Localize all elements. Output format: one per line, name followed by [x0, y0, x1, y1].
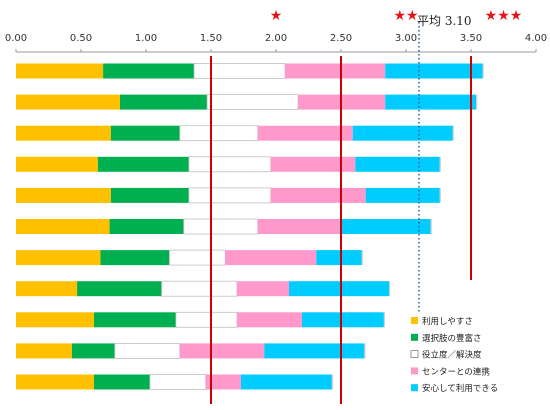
- bar-segment: [289, 281, 390, 297]
- bar-segment: [225, 250, 317, 266]
- bar-segment: [183, 218, 259, 235]
- legend-swatch: [411, 317, 418, 324]
- rating-star: ★★: [393, 8, 418, 24]
- bar-segment: [16, 187, 111, 203]
- bar-segment: [97, 156, 189, 172]
- bar-segment: [385, 94, 477, 110]
- bar-segment: [285, 63, 386, 79]
- bar-segment: [77, 281, 162, 297]
- bar-segment: [193, 63, 286, 79]
- bar-segment: [16, 156, 98, 172]
- bar-segment: [71, 343, 115, 359]
- rating-star: ★★★: [485, 8, 523, 24]
- bar-segment: [94, 374, 150, 390]
- bar-segment: [109, 219, 184, 234]
- bar-segment: [188, 187, 272, 204]
- bar-segment: [179, 343, 265, 359]
- bars: [16, 63, 484, 390]
- bar-segment: [16, 125, 111, 141]
- bar-segment: [168, 249, 226, 266]
- legend-swatch: [411, 384, 418, 392]
- legend-label: 利用しやすさ: [422, 316, 473, 327]
- legend-label: 役立度／解決度: [422, 350, 482, 361]
- bar-segment: [100, 250, 170, 266]
- bar-segment: [237, 281, 289, 297]
- x-tick-label: 3.00: [395, 33, 417, 44]
- reference-lines: [210, 22, 472, 404]
- bar-segment: [205, 374, 241, 390]
- bar-segment: [316, 250, 362, 266]
- legend-label: センターとの連携: [422, 366, 490, 377]
- bar-segment: [302, 312, 384, 328]
- bar-segment: [237, 312, 302, 328]
- rating-star: ★: [270, 8, 283, 24]
- x-tick-label: 1.00: [135, 33, 157, 44]
- bar-segment: [114, 342, 181, 359]
- legend-label: 安心して利用できる: [422, 383, 498, 394]
- bar-segment: [16, 94, 120, 110]
- bar-segment: [94, 312, 176, 328]
- bar-segment: [110, 187, 189, 203]
- bar-segment: [161, 280, 238, 297]
- x-tick-label: 1.50: [200, 33, 222, 44]
- bar-segment: [16, 281, 78, 297]
- x-tick-label: 2.00: [265, 33, 287, 44]
- bar-segment: [120, 94, 208, 110]
- annotations: ★ ★★ ★★★平均 3.10: [270, 8, 523, 28]
- bar-segment: [270, 187, 366, 203]
- bar-segment: [365, 187, 440, 203]
- bar-segment: [149, 374, 207, 390]
- bar-segment: [385, 63, 483, 79]
- x-tick-label: 0.00: [5, 33, 27, 44]
- bar-segment: [188, 156, 272, 173]
- bar-segment: [16, 343, 72, 359]
- bar-segment: [206, 94, 299, 110]
- x-tick-label: 4.00: [525, 33, 547, 44]
- legend-swatch: [411, 367, 418, 375]
- bar-segment: [240, 374, 332, 390]
- bar-segment: [339, 219, 431, 234]
- bar-segment: [179, 125, 259, 142]
- x-tick-label: 2.50: [330, 33, 352, 44]
- bar-segment: [103, 63, 195, 79]
- bar-segment: [110, 125, 180, 141]
- bar-segment: [257, 219, 340, 234]
- legend-swatch: [410, 350, 419, 359]
- bar-segment: [175, 311, 238, 328]
- x-axis: 0.00 0.50 1.00 1.50 2.00 2.50 3.00 3.50 4.00: [5, 33, 547, 53]
- bar-segment: [355, 156, 440, 172]
- x-tick-label: 0.50: [70, 33, 92, 44]
- bar-segment: [16, 374, 94, 390]
- average-label: 平均 3.10: [417, 14, 472, 28]
- bar-segment: [16, 63, 104, 79]
- bar-segment: [270, 156, 356, 172]
- bar-segment: [16, 250, 101, 266]
- bar-segment: [264, 343, 365, 359]
- legend-swatch: [411, 333, 418, 341]
- bar-segment: [352, 125, 453, 141]
- legend-label: 選択肢の豊富さ: [422, 333, 482, 344]
- bar-segment: [16, 219, 110, 234]
- bar-segment: [16, 312, 94, 328]
- x-tick-label: 3.50: [460, 33, 482, 44]
- bar-segment: [257, 125, 353, 141]
